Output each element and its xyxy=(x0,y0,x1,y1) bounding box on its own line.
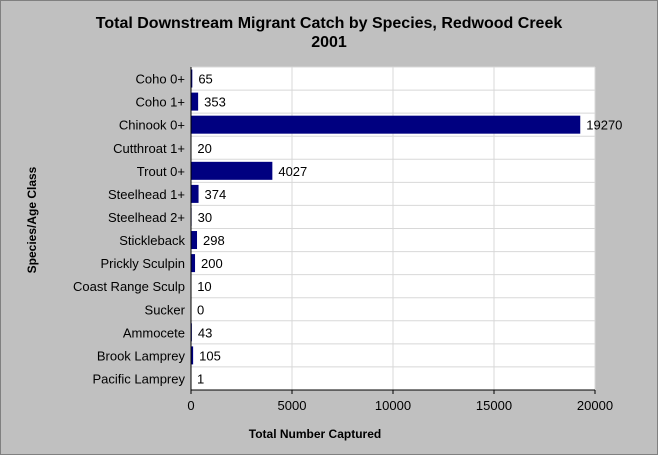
value-label: 43 xyxy=(198,325,212,340)
value-label: 200 xyxy=(201,256,223,271)
category-label: Pacific Lamprey xyxy=(93,371,186,386)
value-label: 374 xyxy=(205,187,227,202)
bar xyxy=(191,92,199,111)
category-label: Coast Range Sculp xyxy=(73,279,185,294)
bar xyxy=(191,115,581,134)
category-label: Cutthroat 1+ xyxy=(113,141,185,156)
x-tick-label: 5000 xyxy=(278,398,307,413)
value-label: 1 xyxy=(197,371,204,386)
category-label: Steelhead 2+ xyxy=(108,210,185,225)
category-label: Chinook 0+ xyxy=(119,118,185,133)
category-label: Sucker xyxy=(145,302,186,317)
category-label: Brook Lamprey xyxy=(97,348,186,363)
x-tick-label: 15000 xyxy=(476,398,512,413)
value-label: 4027 xyxy=(278,164,307,179)
value-label: 0 xyxy=(197,302,204,317)
x-tick-label: 0 xyxy=(187,398,194,413)
category-label: Trout 0+ xyxy=(137,164,185,179)
category-label: Steelhead 1+ xyxy=(108,187,185,202)
value-label: 353 xyxy=(204,95,226,110)
category-label: Coho 0+ xyxy=(135,72,185,87)
value-label: 19270 xyxy=(586,118,622,133)
chart-title-line: Total Downstream Migrant Catch by Specie… xyxy=(95,15,563,32)
x-axis-label: Total Number Captured xyxy=(248,427,382,441)
chart-title: Total Downstream Migrant Catch by Specie… xyxy=(0,14,658,52)
value-label: 298 xyxy=(203,233,225,248)
bar xyxy=(191,254,196,273)
category-label: Coho 1+ xyxy=(135,95,185,110)
x-tick-label: 20000 xyxy=(577,398,613,413)
bar xyxy=(191,346,194,365)
bar xyxy=(191,69,193,88)
chart-subtitle: 2001 xyxy=(311,34,347,51)
bar xyxy=(191,231,198,250)
category-label: Stickleback xyxy=(119,233,185,248)
category-label: Prickly Sculpin xyxy=(100,256,185,271)
value-label: 30 xyxy=(198,210,212,225)
category-label: Ammocete xyxy=(123,325,185,340)
value-label: 65 xyxy=(198,72,212,87)
x-tick-label: 10000 xyxy=(375,398,411,413)
value-label: 105 xyxy=(199,348,221,363)
value-label: 10 xyxy=(197,279,211,294)
bar xyxy=(191,184,199,203)
bar xyxy=(191,161,273,180)
value-label: 20 xyxy=(197,141,211,156)
